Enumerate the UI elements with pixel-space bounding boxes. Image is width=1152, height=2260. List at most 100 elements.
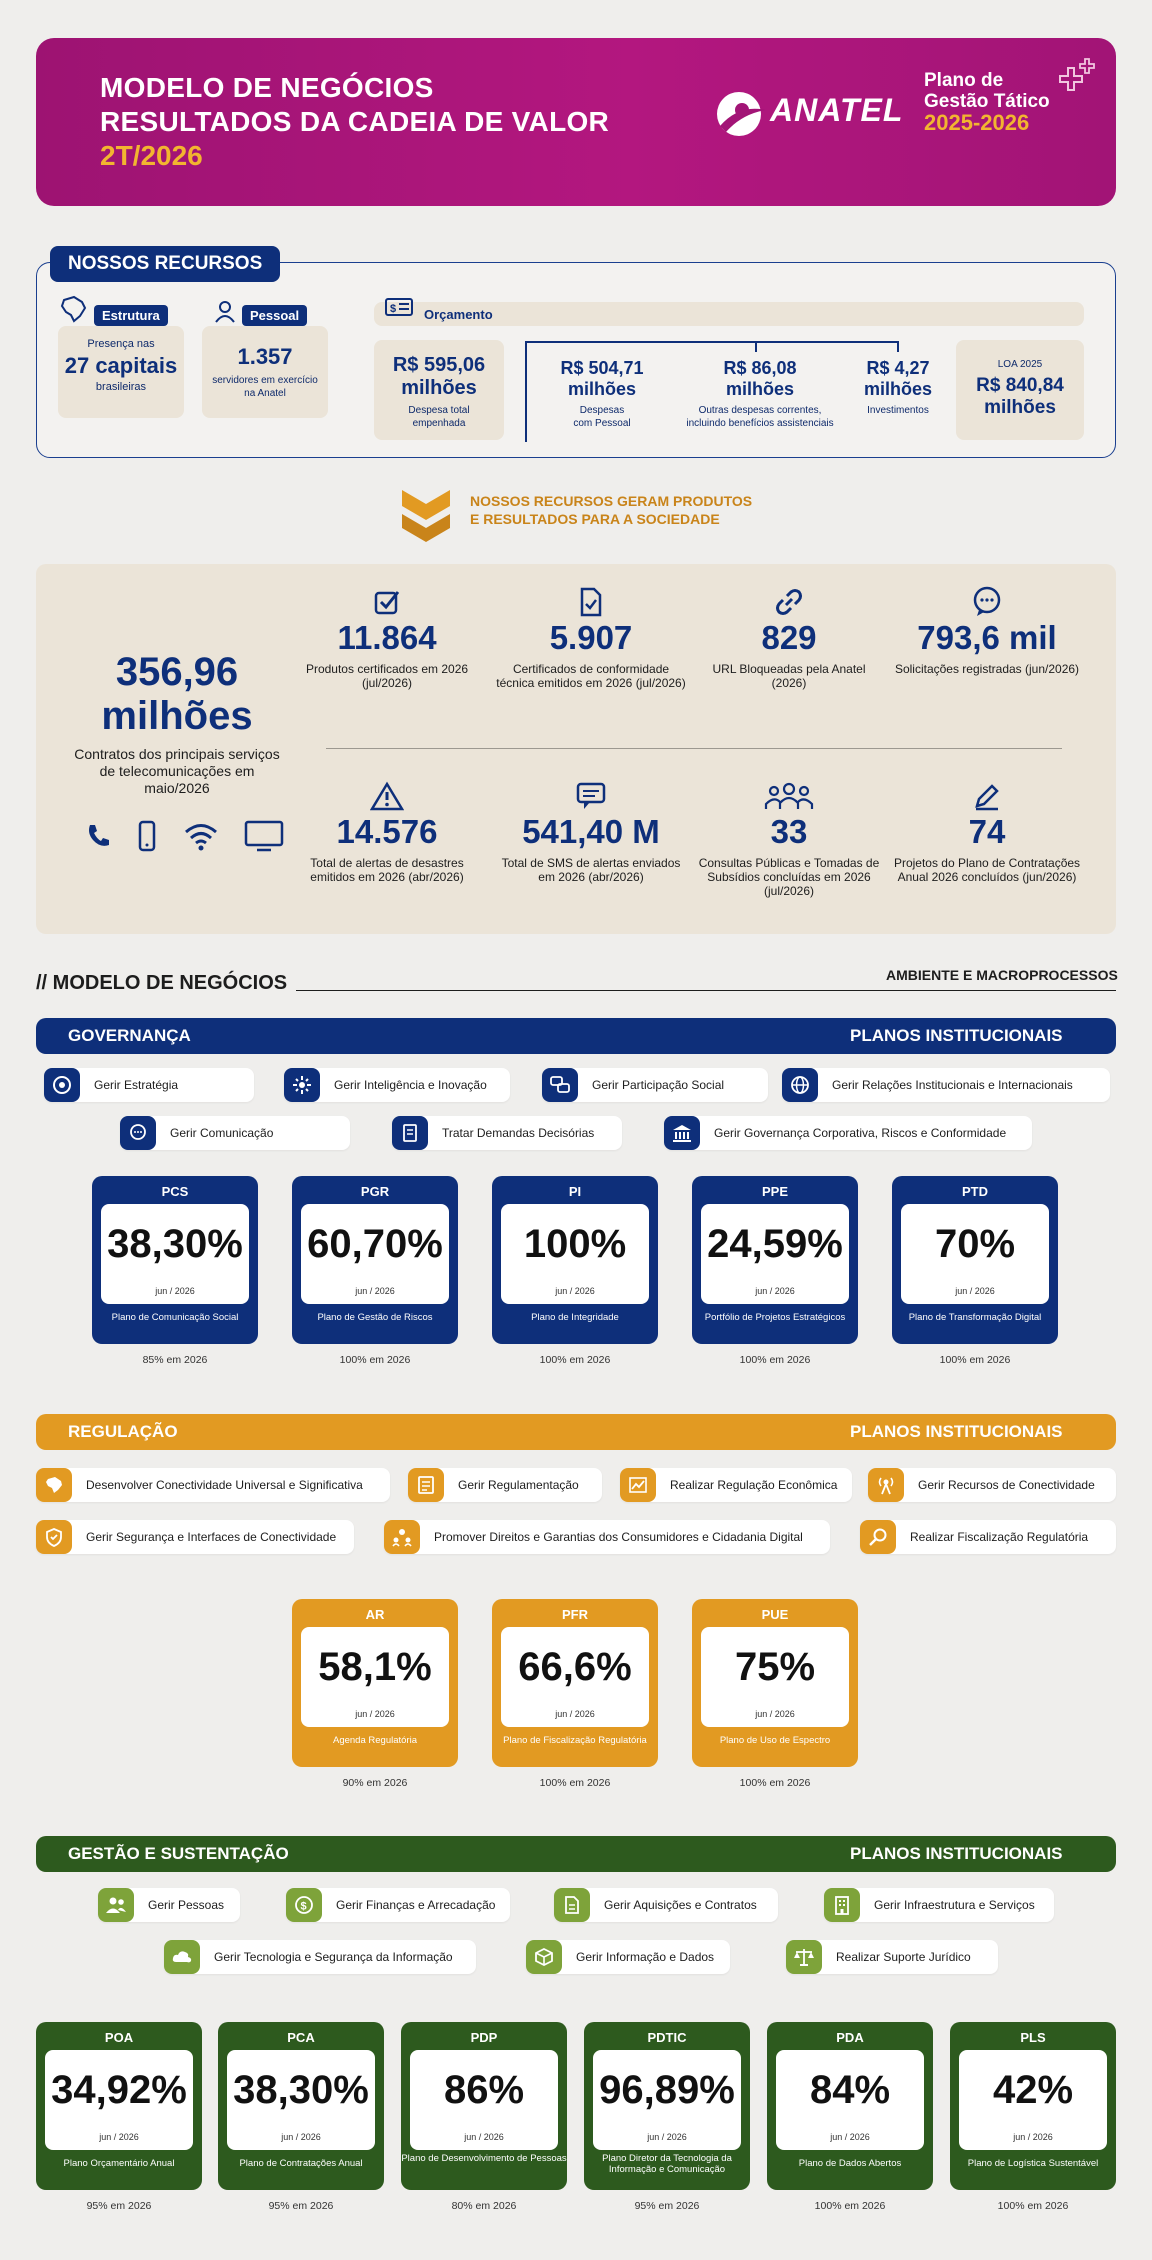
governanca-bar: GOVERNANÇA PLANOS INSTITUCIONAIS [36, 1018, 1116, 1054]
pessoal-desc: servidores em exercício na Anatel [212, 375, 318, 399]
process-gerir-pessoas[interactable]: Gerir Pessoas [98, 1888, 240, 1922]
process-gerir-regulamentacao[interactable]: Gerir Regulamentação [408, 1468, 602, 1502]
process-label: Gerir Recursos de Conectividade [918, 1478, 1095, 1492]
stat-sms-alertas: 541,40 M Total de SMS de alertas enviado… [496, 780, 686, 884]
process-gerir-estrategia[interactable]: Gerir Estratégia [44, 1068, 254, 1102]
governanca-planos-label: PLANOS INSTITUCIONAIS [850, 1026, 1063, 1045]
plan-meta: 80% em 2026 [451, 2200, 517, 2212]
plan-card-pdp: PDP 86% jun / 2026 Plano de Desenvolvimen… [401, 2022, 567, 2190]
plan-value: 70% [934, 1222, 1016, 1266]
plan-value: 75% [734, 1645, 816, 1689]
stat-value: 793,6 mil [917, 619, 1057, 656]
plan-code: PDTIC [647, 2030, 687, 2045]
stat-projetos-pca: 74 Projetos do Plano de Contratações Anu… [892, 780, 1082, 884]
process-gerir-informacao-dados[interactable]: Gerir Informação e Dados [526, 1940, 730, 1974]
plan-meta: 100% em 2026 [939, 1354, 1011, 1366]
tv-monitor-icon [244, 820, 284, 852]
anatel-swoosh-icon [717, 92, 766, 136]
investimentos-value2: milhões [863, 379, 933, 399]
institution-icon [664, 1116, 700, 1150]
process-fiscalizacao-regulatoria[interactable]: Realizar Fiscalização Regulatória [860, 1520, 1116, 1554]
process-label: Gerir Participação Social [592, 1078, 725, 1092]
plan-date: jun / 2026 [281, 2132, 321, 2142]
estrutura-tag: Estrutura [94, 305, 168, 326]
svg-text:$: $ [390, 303, 396, 315]
process-suporte-juridico[interactable]: Realizar Suporte Jurídico [786, 1940, 998, 1974]
plan-card-ptd: PTD 70% jun / 2026 Plano de Transformação… [892, 1176, 1058, 1344]
despesa-empenhada-card: R$ 595,06 milhões Despesa total empenhad… [374, 340, 504, 440]
header-title-line2: RESULTADOS DA CADEIA DE VALOR [100, 106, 610, 137]
plan-meta: 100% em 2026 [739, 1354, 811, 1366]
orcamento-header-bar [374, 302, 1084, 326]
process-label: Gerir Informação e Dados [576, 1950, 715, 1964]
plan-name: Plano de Comunicação Social [111, 1312, 239, 1323]
stat-label: URL Bloqueadas pela Anatel (2026) [712, 662, 866, 690]
plan-value: 100% [523, 1222, 627, 1266]
link-icon [776, 589, 802, 615]
loa-value1: R$ 840,84 [976, 375, 1064, 396]
process-label: Realizar Fiscalização Regulatória [910, 1530, 1089, 1544]
process-gerir-financas[interactable]: $ Gerir Finanças e Arrecadação [286, 1888, 510, 1922]
process-label: Tratar Demandas Decisórias [442, 1126, 595, 1140]
plan-name: Plano de Integridade [531, 1312, 619, 1323]
stat-label: Total de alertas de desastres emitidos e… [310, 856, 464, 884]
process-gerir-comunicacao[interactable]: Gerir Comunicação [120, 1116, 350, 1150]
stat-url-bloqueadas: 829 URL Bloqueadas pela Anatel (2026) [694, 586, 884, 690]
consumers-icon [384, 1520, 420, 1554]
ambiente-macroprocessos: AMBIENTE E MACROPROCESSOS [886, 967, 1118, 983]
plan-code: PGR [360, 1184, 390, 1199]
process-label: Gerir Aquisições e Contratos [604, 1898, 757, 1912]
process-recursos-conectividade[interactable]: Gerir Recursos de Conectividade [868, 1468, 1116, 1502]
outras-value1: R$ 86,08 [723, 358, 797, 378]
process-gerir-governanca-corporativa[interactable]: Gerir Governança Corporativa, Riscos e C… [664, 1116, 1032, 1150]
process-direitos-consumidores[interactable]: Promover Direitos e Garantias dos Consum… [384, 1520, 830, 1554]
checklist-icon [408, 1468, 444, 1502]
plan-date: jun / 2026 [755, 1286, 795, 1296]
process-label: Gerir Inteligência e Inovação [334, 1078, 487, 1092]
plan-meta: 100% em 2026 [539, 1354, 611, 1366]
plan-meta: 100% em 2026 [539, 1777, 611, 1789]
process-tratar-demandas[interactable]: Tratar Demandas Decisórias [392, 1116, 622, 1150]
plan-card-pcs: PCS 38,30% jun / 2026 Plano de Comunicaçã… [92, 1176, 258, 1344]
gestao-planos-label: PLANOS INSTITUCIONAIS [850, 1844, 1063, 1863]
document-check-icon [580, 587, 602, 617]
plan-date: jun / 2026 [155, 1286, 195, 1296]
process-seguranca-interfaces[interactable]: Gerir Segurança e Interfaces de Conectiv… [36, 1520, 354, 1554]
money-icon: $ [384, 296, 414, 318]
process-gerir-infraestrutura[interactable]: Gerir Infraestrutura e Serviços [824, 1888, 1054, 1922]
plan-date: jun / 2026 [955, 1286, 995, 1296]
stat-alertas-desastres: 14.576 Total de alertas de desastres emi… [292, 780, 482, 884]
empenhada-desc: Despesa total empenhada [408, 405, 470, 429]
process-gerir-aquisicoes[interactable]: Gerir Aquisições e Contratos [554, 1888, 778, 1922]
telecom-icons [84, 818, 284, 854]
person-icon [214, 300, 236, 324]
plan-value: 96,89% [599, 2068, 735, 2112]
plan-card-pls: PLS 42% jun / 2026 Plano de Logística Sus… [950, 2022, 1116, 2190]
process-conectividade-universal[interactable]: Desenvolver Conectividade Universal e Si… [36, 1468, 390, 1502]
plan-date: jun / 2026 [647, 2132, 687, 2142]
separator-line1: NOSSOS RECURSOS GERAM PRODUTOS [470, 493, 753, 509]
checkbox-icon [374, 591, 400, 615]
plan-date: jun / 2026 [464, 2132, 504, 2142]
stat-consultas-publicas: 33 Consultas Públicas e Tomadas de Subsí… [694, 780, 884, 898]
contratos-value1: 356,96 [115, 650, 239, 694]
plan-date: jun / 2026 [555, 1286, 595, 1296]
plan-meta: 100% em 2026 [739, 1777, 811, 1789]
loa-label: LOA 2025 [997, 359, 1043, 370]
process-label: Desenvolver Conectividade Universal e Si… [86, 1478, 363, 1492]
process-gerir-inteligencia[interactable]: Gerir Inteligência e Inovação [284, 1068, 510, 1102]
stat-label: Solicitações registradas (jun/2026) [894, 662, 1080, 676]
anatel-logo: ANATEL [712, 84, 912, 144]
wifi-icon [184, 824, 217, 851]
target-icon [44, 1068, 80, 1102]
process-gerir-participacao-social[interactable]: Gerir Participação Social [542, 1068, 768, 1102]
contract-icon [554, 1888, 590, 1922]
process-gerir-tecnologia[interactable]: Gerir Tecnologia e Segurança da Informaç… [164, 1940, 476, 1974]
svg-text:$: $ [301, 1901, 307, 1913]
plan-meta: 95% em 2026 [268, 2200, 334, 2212]
process-regulacao-economica[interactable]: Realizar Regulação Econômica [620, 1468, 852, 1502]
plan-card-pfr: PFR 66,6% jun / 2026 Plano de Fiscalizaçã… [492, 1599, 658, 1767]
pessoal-value: 1.357 [237, 344, 293, 369]
process-gerir-relacoes-institucionais[interactable]: Gerir Relações Institucionais e Internac… [782, 1068, 1110, 1102]
plano-years: 2025-2026 [924, 110, 1030, 135]
